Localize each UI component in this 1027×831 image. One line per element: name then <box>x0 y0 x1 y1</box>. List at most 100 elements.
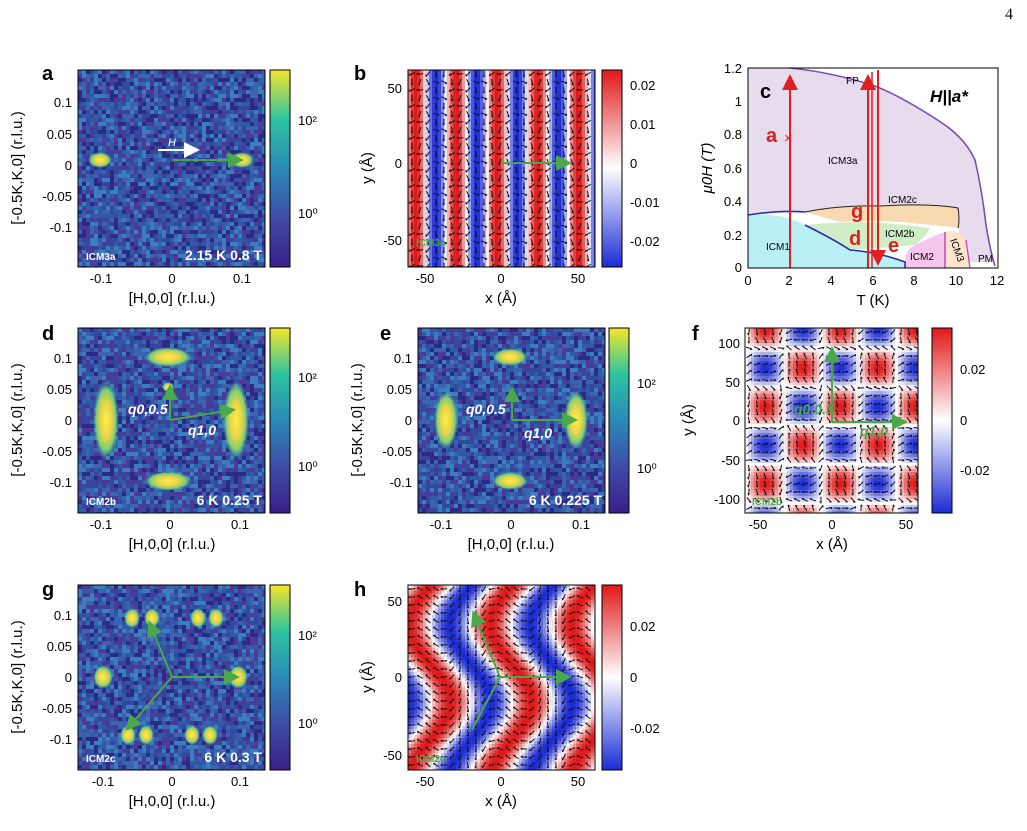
x-tick-label: 10 <box>949 273 963 288</box>
phase-tag: ICM2b <box>752 497 782 508</box>
panel-letter: b <box>354 63 366 85</box>
scan-marker: e <box>888 235 899 257</box>
panel-a: H a ICM3a 2.15 K 0.8 T 0.1 0.05 0 -0.05 … <box>9 63 318 307</box>
scan-marker: a <box>766 125 778 147</box>
x-tick-label: -0.1 <box>90 517 112 532</box>
q-vector-arrow <box>147 620 173 678</box>
bragg-spot <box>144 608 160 628</box>
panel-e-xticks: -0.1 0 0.1 <box>430 517 590 532</box>
x-tick-label: 4 <box>827 273 834 288</box>
y-tick-label: -0.1 <box>390 475 412 490</box>
x-tick-label: 6 <box>869 273 876 288</box>
x-tick-label: -0.1 <box>430 517 452 532</box>
x-tick-label: 50 <box>571 271 585 286</box>
page-number: 4 <box>1005 6 1013 24</box>
colorbar-tick: 0 <box>630 670 637 685</box>
q-label: q0,0.5 <box>794 401 834 417</box>
bragg-spot <box>190 608 206 628</box>
panel-e: q0,0.5 q1,0 e 6 K 0.225 T 0.1 0.05 0 -0.… <box>349 323 657 553</box>
q-label: q0,0.5 <box>466 401 506 417</box>
colorbar-tick: 10² <box>637 376 656 391</box>
y-tick-label: 1.2 <box>724 61 742 76</box>
panel-d-xticks: -0.1 0 0.1 <box>90 517 249 532</box>
scan-marker: d <box>849 228 861 250</box>
panel-h-xticks: -50 0 50 <box>416 774 586 789</box>
panel-d: q0,0.5 q1,0 d ICM2b 6 K 0.25 T 0.1 0.05 … <box>9 323 318 553</box>
q-label: q1,0 <box>188 422 216 438</box>
x-tick-label: -50 <box>416 271 435 286</box>
panel-d-spots <box>93 347 249 491</box>
region-label: ICM2 <box>910 252 934 263</box>
condition-label: 6 K 0.25 T <box>197 492 263 508</box>
region-label: ICM3a <box>828 156 858 167</box>
x-tick-label: 0 <box>497 271 504 286</box>
x-tick-label: 0.1 <box>233 271 251 286</box>
x-tick-label: 0 <box>166 517 173 532</box>
phase-tag: ICM3a <box>86 252 116 263</box>
y-tick-label: 0.05 <box>47 127 72 142</box>
scan-marker: g <box>851 201 863 223</box>
x-axis-label: [H,0,0] (r.l.u.) <box>129 793 216 810</box>
panel-f-xticks: -50 0 50 <box>749 517 914 532</box>
y-tick-label: 0.1 <box>54 351 72 366</box>
condition-label: 6 K 0.3 T <box>204 749 262 765</box>
colorbar-tick: -0.02 <box>630 234 660 249</box>
x-tick-label: 12 <box>990 273 1004 288</box>
panel-e-yticks: 0.1 0.05 0 -0.05 -0.1 <box>382 351 412 490</box>
y-tick-label: -0.05 <box>42 189 72 204</box>
bragg-spot <box>144 347 192 367</box>
panel-letter: d <box>42 323 54 345</box>
panel-h: h ICM2c 50 0 -50 -50 0 50 x (Å) y (Å) 0.… <box>354 579 660 810</box>
colorbar-tick: 10⁰ <box>298 716 318 731</box>
y-tick-label: -0.1 <box>50 475 72 490</box>
y-tick-label: -100 <box>714 492 740 507</box>
y-axis-label: y (Å) <box>359 661 376 693</box>
y-axis-label: y (Å) <box>359 152 376 184</box>
phase-boundary <box>804 224 906 268</box>
phase-boundary <box>804 204 960 229</box>
y-tick-label: 0 <box>65 158 72 173</box>
colorbar-tick: 10⁰ <box>298 206 318 221</box>
panel-letter: h <box>354 579 366 601</box>
colorbar-tick: 10² <box>298 628 317 643</box>
panel-letter: a <box>42 63 54 85</box>
region-label: FP <box>846 76 859 87</box>
panel-b-xticks: -50 0 50 <box>416 271 586 286</box>
bragg-spot <box>202 725 218 745</box>
condition-label: 6 K 0.225 T <box>529 492 603 508</box>
bragg-spot <box>434 390 458 450</box>
y-tick-label: 0 <box>733 413 740 428</box>
panel-g-xticks: -0.1 0 0.1 <box>92 774 249 789</box>
y-tick-label: 0.05 <box>47 639 72 654</box>
region-icm3 <box>945 231 970 268</box>
y-tick-label: 0.6 <box>724 161 742 176</box>
panel-letter: e <box>380 323 391 345</box>
bragg-spot <box>184 725 200 745</box>
x-tick-label: 0.1 <box>231 774 249 789</box>
y-tick-label: 50 <box>388 81 402 96</box>
x-tick-label: -0.1 <box>92 774 114 789</box>
panel-c-frame <box>747 67 999 269</box>
panel-a-xticks: -0.1 0 0.1 <box>90 271 251 286</box>
y-tick-label: 0.2 <box>724 228 742 243</box>
panel-a-frame <box>77 69 266 268</box>
q-label: q0,0.5 <box>128 401 168 417</box>
region-icm2 <box>905 232 945 268</box>
colorbar-tick: -0.02 <box>630 721 660 736</box>
x-axis-label: x (Å) <box>485 793 517 810</box>
q-vector-arrow <box>125 676 173 732</box>
field-direction-title: H||a* <box>930 87 969 106</box>
x-tick-label: 8 <box>910 273 917 288</box>
y-tick-label: 0 <box>395 156 402 171</box>
y-axis-label: y (Å) <box>680 404 697 436</box>
field-label: H <box>168 137 176 149</box>
panel-e-spots <box>434 348 588 490</box>
panel-f: q0,0.5 q1,0 f ICM2b 100 50 0 -50 -100 -5… <box>680 323 990 553</box>
y-tick-label: 0 <box>405 413 412 428</box>
colorbar-tick: 0 <box>960 413 967 428</box>
y-tick-label: 0.1 <box>54 608 72 623</box>
y-tick-label: 50 <box>388 594 402 609</box>
panel-letter: f <box>692 323 699 345</box>
colorbar-tick: 0 <box>630 156 637 171</box>
cross-marker: × <box>784 130 793 147</box>
